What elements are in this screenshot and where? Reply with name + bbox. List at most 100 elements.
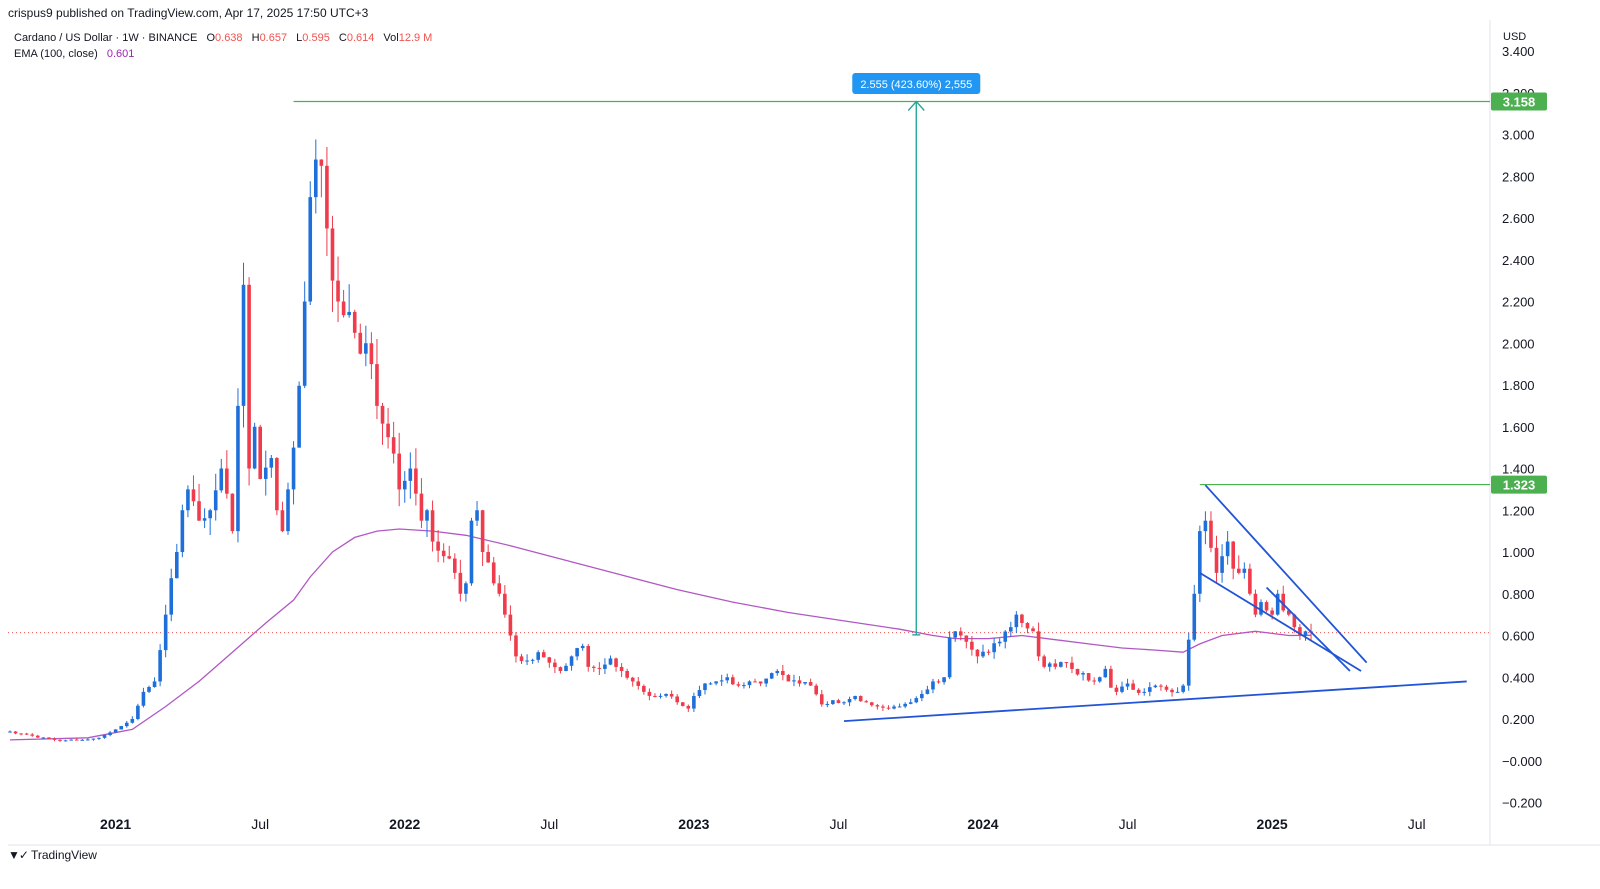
candle-body xyxy=(1120,686,1124,692)
currency-label[interactable]: USD xyxy=(1503,31,1527,43)
candle xyxy=(80,739,85,741)
legend-low-value: 0.595 xyxy=(302,32,330,44)
publish-line: crispus9 published on TradingView.com, A… xyxy=(8,6,369,20)
candle-body xyxy=(786,675,791,682)
tradingview-brand[interactable]: ▼✓ TradingView xyxy=(8,848,97,862)
trendline-support xyxy=(843,680,1467,722)
candle-body xyxy=(608,658,613,665)
candle xyxy=(202,508,207,529)
y-tick-label: 2.800 xyxy=(1502,169,1535,184)
candle-body xyxy=(119,726,123,730)
legend-ema-label[interactable]: EMA (100, close) xyxy=(14,48,98,60)
candle xyxy=(680,701,685,707)
candle-body xyxy=(636,681,641,686)
brand-name: TradingView xyxy=(30,848,97,862)
candle-body xyxy=(419,493,424,521)
candle xyxy=(692,692,696,712)
candle xyxy=(870,701,874,707)
x-tick-label: 2021 xyxy=(100,816,131,832)
candle xyxy=(853,695,857,701)
y-tick-label: 1.200 xyxy=(1502,503,1535,518)
candle-body xyxy=(825,703,830,705)
candle xyxy=(1214,535,1219,583)
candle xyxy=(1259,599,1263,617)
candle-body xyxy=(653,695,657,697)
candle xyxy=(958,627,963,641)
candle-body xyxy=(1092,680,1096,682)
y-tick-label: −0.000 xyxy=(1502,754,1542,769)
candle-body xyxy=(1047,663,1052,667)
candle-body xyxy=(213,490,218,511)
candle-body xyxy=(525,660,529,662)
candle xyxy=(491,557,496,586)
candle-body xyxy=(931,681,935,690)
candle xyxy=(669,690,674,699)
candle-body xyxy=(1209,520,1213,548)
candle xyxy=(931,678,935,694)
candle-body xyxy=(781,670,785,676)
candle xyxy=(147,685,151,694)
axes-layer: 3.4003.2003.0002.8002.6002.4002.2002.000… xyxy=(8,20,1600,846)
candle-body xyxy=(925,689,930,694)
candle-body xyxy=(319,159,324,166)
legend-symbol[interactable]: Cardano / US Dollar · 1W · BINANCE xyxy=(14,32,198,44)
candle xyxy=(408,452,413,499)
candle-body xyxy=(275,458,279,511)
candle xyxy=(1159,684,1163,691)
candle-body xyxy=(1292,614,1297,628)
candle xyxy=(964,635,969,649)
x-tick-label: Jul xyxy=(251,816,269,832)
candle xyxy=(619,663,624,678)
candle-body xyxy=(441,550,446,557)
candle-body xyxy=(186,489,190,511)
y-tick-label: 2.200 xyxy=(1502,295,1535,310)
candle-body xyxy=(480,510,485,552)
candle-body xyxy=(530,659,535,661)
candle-body xyxy=(803,682,807,684)
candle-body xyxy=(819,694,824,705)
candle-body xyxy=(497,583,502,594)
candle xyxy=(625,668,629,680)
candle-body xyxy=(692,696,696,709)
candle xyxy=(747,680,752,689)
candle-body xyxy=(1192,593,1197,640)
candle xyxy=(91,738,96,741)
candle xyxy=(592,665,596,672)
candle-body xyxy=(864,701,869,703)
candle xyxy=(1192,584,1197,642)
candle-body xyxy=(886,707,891,709)
candle xyxy=(775,669,780,676)
candle xyxy=(864,699,869,703)
candle xyxy=(703,683,707,695)
candle xyxy=(441,543,446,563)
candle-body xyxy=(180,510,185,552)
candle xyxy=(714,681,718,686)
candle xyxy=(225,450,229,499)
candle xyxy=(1025,622,1030,634)
candle-body xyxy=(1186,639,1191,686)
candle xyxy=(986,649,991,656)
candle-body xyxy=(136,705,140,719)
candle xyxy=(391,421,396,464)
candle-body xyxy=(225,468,229,494)
candle xyxy=(781,664,785,681)
candle-body xyxy=(725,677,730,681)
candle xyxy=(52,737,57,742)
candle xyxy=(58,739,62,742)
candle xyxy=(280,501,285,533)
candle xyxy=(1275,589,1280,616)
y-tick-label: 0.600 xyxy=(1502,629,1535,644)
candle xyxy=(903,702,907,709)
candle xyxy=(1020,613,1024,628)
candle-body xyxy=(1020,614,1024,623)
candle-body xyxy=(1303,631,1308,636)
candle-body xyxy=(258,426,262,479)
candle xyxy=(130,716,135,724)
candle-body xyxy=(8,731,12,733)
candle xyxy=(981,644,985,659)
candle xyxy=(892,704,896,710)
candle xyxy=(975,649,980,664)
x-tick-label: 2022 xyxy=(389,816,420,832)
candle-body xyxy=(247,284,251,469)
